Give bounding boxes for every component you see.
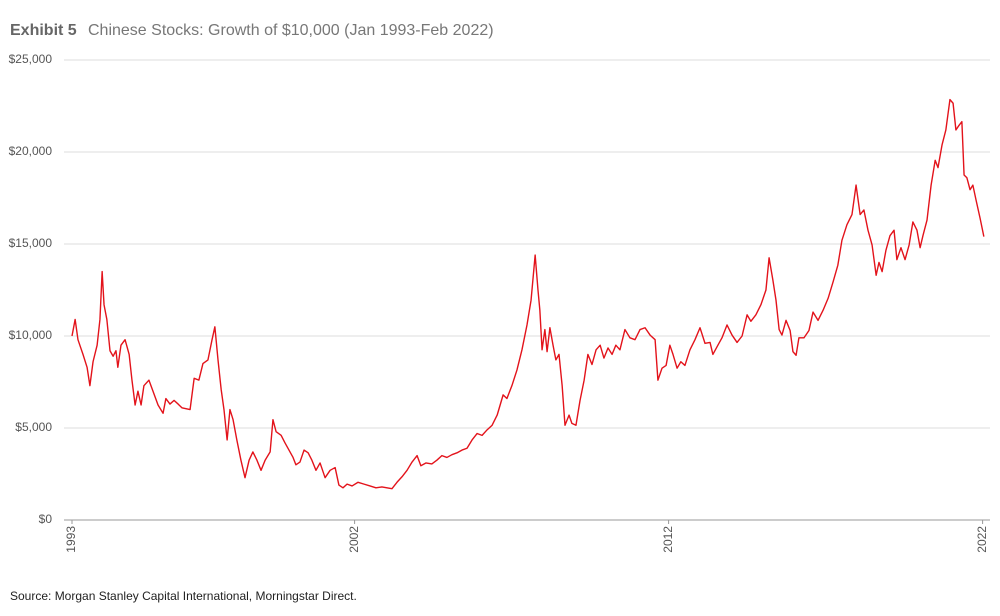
y-tick-label: $5,000 [15, 420, 52, 434]
y-tick-label: $0 [39, 512, 53, 526]
y-tick-label: $10,000 [9, 328, 53, 342]
y-tick-label: $15,000 [9, 236, 53, 250]
y-tick-label: $20,000 [9, 144, 53, 158]
source-note: Source: Morgan Stanley Capital Internati… [10, 589, 357, 603]
x-tick-label: 1993 [64, 526, 78, 553]
x-tick-label: 2022 [975, 526, 989, 553]
chart-title-label: Exhibit 5 [10, 22, 77, 39]
chart-title: Chinese Stocks: Growth of $10,000 (Jan 1… [88, 22, 494, 39]
data-line [71, 98, 985, 490]
x-tick-label: 2002 [347, 526, 361, 553]
x-tick-label: 2012 [661, 526, 675, 553]
y-tick-label: $25,000 [9, 52, 53, 66]
